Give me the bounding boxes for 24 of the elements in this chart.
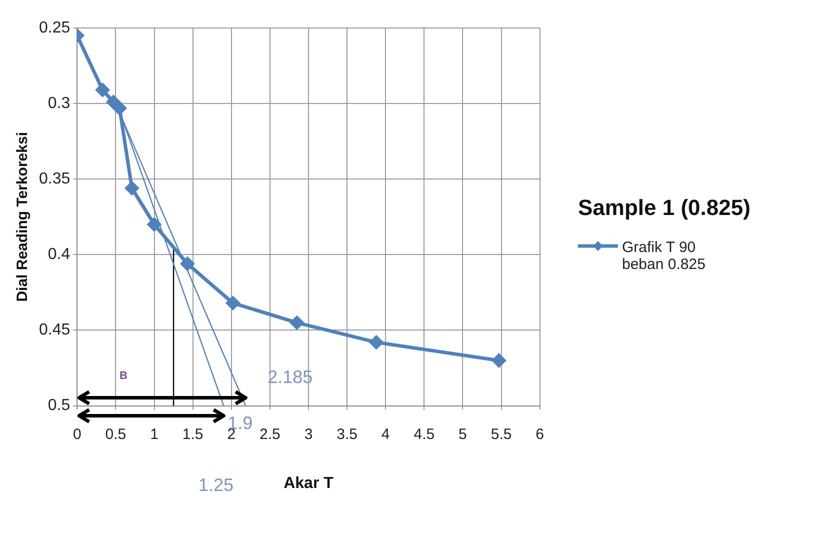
text: 1.25	[198, 474, 234, 495]
x-tick-label: 0	[72, 426, 82, 443]
y-tick-label: 0.4	[48, 246, 70, 264]
x-tick-label: 5	[458, 426, 467, 443]
x-tick-label: 4.5	[414, 426, 435, 443]
x-tick-label: 4	[381, 426, 390, 443]
x-tick-label: 2.5	[260, 426, 280, 443]
y-tick-label: 0.45	[39, 322, 70, 339]
y-tick-label: 0.3	[48, 94, 70, 112]
x-tick-label: 1.5	[182, 426, 204, 443]
y-tick-label: 0.25	[39, 19, 70, 36]
x-tick-label: 3	[304, 426, 313, 443]
x-tick-label: 3.5	[336, 426, 358, 443]
x-tick-label: 1	[150, 426, 158, 443]
text: Sample 1 (0.825)	[578, 195, 752, 221]
x-tick-label: 5.5	[490, 426, 512, 443]
y-axis-title: Dial Reading Terkoreksi	[14, 132, 32, 302]
y-tick-label: 0.35	[39, 170, 70, 188]
x-tick-label: 0.5	[105, 426, 126, 443]
legend-label: Grafik T 90 beban 0.825	[622, 239, 706, 273]
annotation: B	[119, 370, 128, 382]
x-tick-label: 6	[536, 426, 544, 443]
x-axis-title: Akar T	[284, 474, 334, 492]
y-tick-label: 0.5	[48, 397, 70, 414]
